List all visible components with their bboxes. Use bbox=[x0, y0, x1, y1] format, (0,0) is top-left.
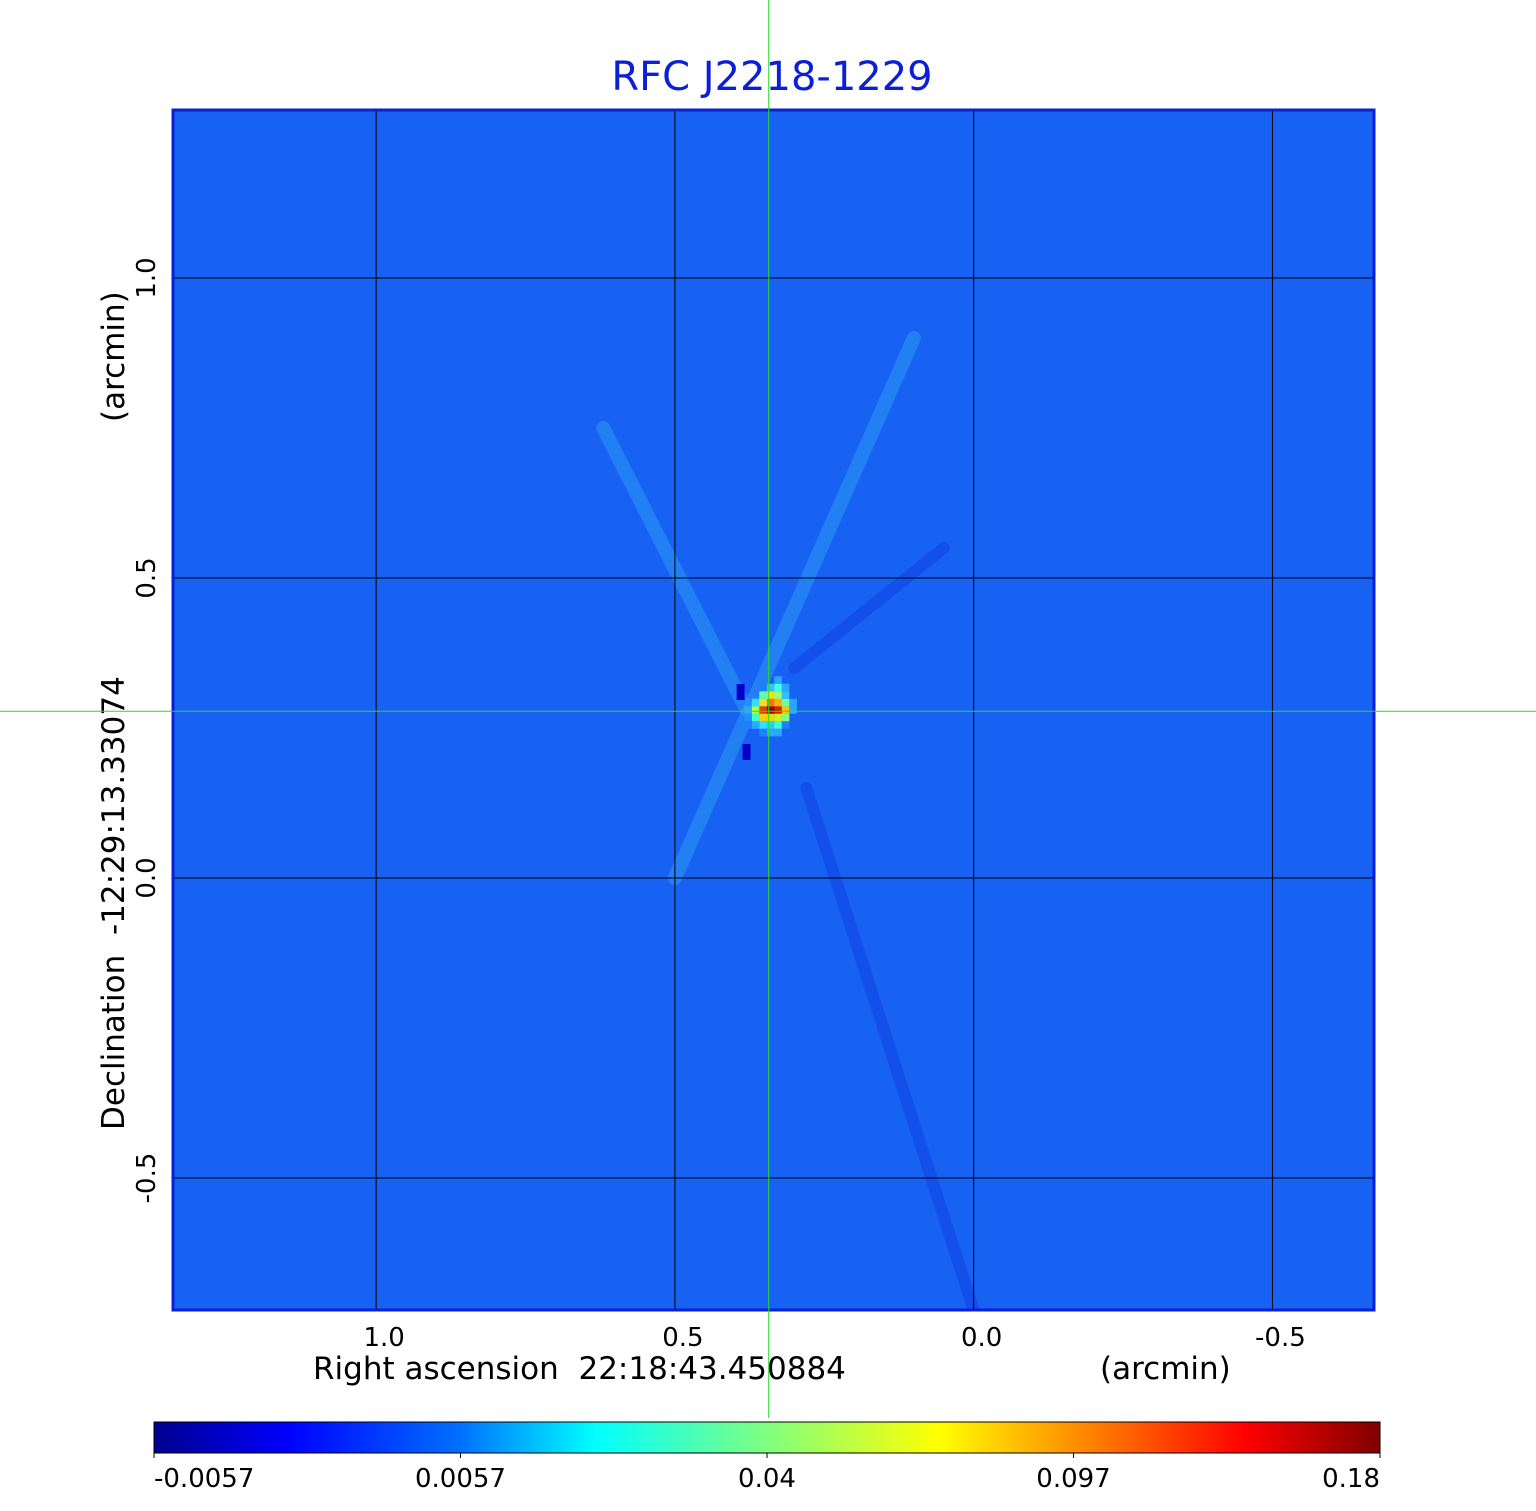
colorbar-gradient bbox=[153, 1421, 1381, 1454]
negative-spot bbox=[736, 684, 745, 700]
source-pixel bbox=[774, 713, 782, 722]
source-pixel bbox=[766, 683, 775, 692]
colorbar-tick-label: 0.04 bbox=[738, 1464, 796, 1494]
colorbar-tick-label: 0.0057 bbox=[415, 1464, 506, 1494]
negative-streak bbox=[788, 542, 950, 674]
source-pixel bbox=[781, 691, 790, 699]
y-tick-label: -0.5 bbox=[132, 1153, 162, 1204]
positive-streak bbox=[667, 331, 921, 885]
y-ticks: 1.0 0.5 0.0 -0.5 bbox=[132, 257, 162, 1203]
source-pixel bbox=[751, 706, 760, 714]
y-tick-label: 0.5 bbox=[132, 557, 162, 598]
colorbar-tick-label: 0.18 bbox=[1322, 1464, 1380, 1494]
y-tick-label: 1.0 bbox=[132, 257, 162, 298]
source-pixel bbox=[759, 721, 767, 729]
y-tick-label: 0.0 bbox=[132, 857, 162, 898]
source-pixel bbox=[774, 706, 782, 714]
negative-streak bbox=[800, 782, 980, 1310]
x-axis-unit: (arcmin) bbox=[1100, 1351, 1231, 1387]
source-pixel bbox=[759, 698, 767, 707]
source-pixel bbox=[744, 721, 752, 729]
source-pixel bbox=[759, 691, 767, 699]
x-tick-label: 0.0 bbox=[961, 1323, 1002, 1353]
source-pixel bbox=[781, 713, 790, 722]
source-pixel bbox=[766, 728, 775, 737]
source-pixel bbox=[789, 698, 797, 707]
source-pixel bbox=[766, 706, 775, 714]
source-pixel bbox=[789, 706, 797, 714]
colorbar: -0.0057 0.0057 0.04 0.097 0.18 bbox=[153, 1421, 1381, 1494]
colorbar-tick-label: 0.097 bbox=[1036, 1464, 1110, 1494]
x-ticks: 1.0 0.5 0.0 -0.5 bbox=[363, 1323, 1305, 1353]
source-pixel bbox=[759, 713, 767, 722]
source-pixel bbox=[751, 698, 760, 707]
source-pixel bbox=[766, 713, 775, 722]
source-pixel bbox=[766, 698, 775, 707]
source-pixel bbox=[766, 721, 775, 729]
source-pixel bbox=[751, 713, 760, 722]
chart-title: RFC J2218-1229 bbox=[611, 54, 932, 100]
negative-spot bbox=[742, 744, 751, 760]
source-pixel bbox=[759, 683, 767, 692]
crosshair bbox=[0, 0, 1536, 1418]
source-pixel bbox=[744, 706, 752, 714]
grid bbox=[173, 110, 1374, 1310]
source-pixel bbox=[774, 683, 782, 692]
source-pixel bbox=[774, 676, 782, 684]
x-tick-label: -0.5 bbox=[1255, 1323, 1306, 1353]
source-pixel bbox=[781, 706, 790, 714]
colorbar-ticks: -0.0057 0.0057 0.04 0.097 0.18 bbox=[153, 1453, 1381, 1494]
source-pixel bbox=[774, 698, 782, 707]
plot-area bbox=[171, 108, 1376, 1312]
y-axis-label: Declination -12:29:13.33074 bbox=[96, 676, 132, 1130]
source-pixel bbox=[774, 721, 782, 729]
y-axis-unit: (arcmin) bbox=[96, 291, 132, 422]
source-pixel bbox=[744, 713, 752, 722]
source-pixel bbox=[751, 721, 760, 729]
plot-frame bbox=[171, 108, 1376, 1312]
x-tick-label: 1.0 bbox=[363, 1323, 404, 1353]
source-pixels bbox=[736, 676, 797, 760]
source-pixel bbox=[774, 691, 782, 699]
source-pixel bbox=[766, 691, 775, 699]
source-pixel bbox=[781, 698, 790, 707]
colorbar-tick-label: -0.0057 bbox=[154, 1464, 254, 1494]
x-tick-label: 0.5 bbox=[662, 1323, 703, 1353]
source-pixel bbox=[759, 728, 767, 737]
source-pixel bbox=[781, 683, 790, 692]
source-pixel bbox=[774, 728, 782, 737]
source-pixel bbox=[781, 721, 790, 729]
source-pixel bbox=[759, 706, 767, 714]
x-axis-label: Right ascension 22:18:43.450884 bbox=[313, 1351, 846, 1387]
